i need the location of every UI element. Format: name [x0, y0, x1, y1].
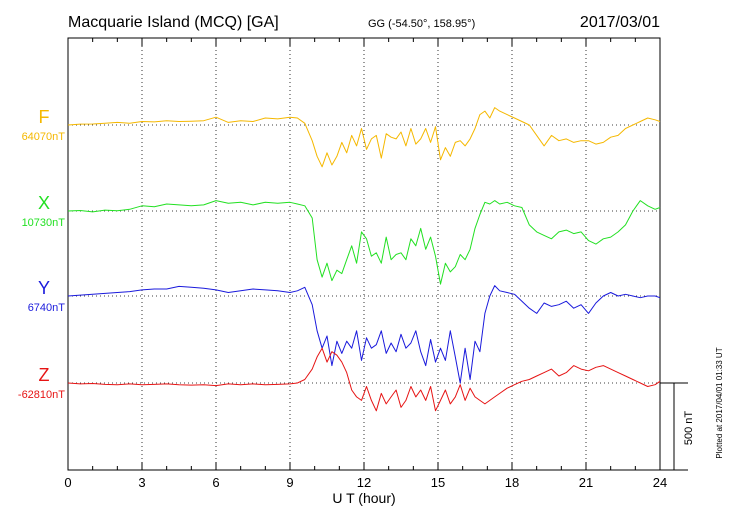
channel-letter-f: F: [39, 107, 50, 127]
channel-baselines: [68, 124, 660, 384]
series-line-f: [67, 107, 661, 168]
date-label: 2017/03/01: [580, 14, 660, 31]
x-tick-label: 12: [357, 475, 371, 490]
x-axis-label: U T (hour): [332, 490, 395, 506]
channel-baseline-f: 64070nT: [22, 131, 66, 143]
channel-baseline-z: -62810nT: [18, 389, 65, 401]
station-title: Macquarie Island (MCQ) [GA]: [68, 14, 279, 31]
series-line-x: [67, 200, 661, 285]
series-traces: [67, 107, 661, 412]
channel-labels: F 64070nT X 10730nT Y 6740nT Z -62810nT: [18, 107, 65, 401]
coordinates-label: GG (-54.50°, 158.95°): [368, 18, 475, 30]
channel-baseline-x: 10730nT: [22, 217, 66, 229]
x-tick-label: 6: [212, 475, 219, 490]
x-tick-label: 21: [579, 475, 593, 490]
channel-letter-y: Y: [38, 278, 50, 298]
series-line-z: [67, 347, 661, 412]
x-tick-label: 24: [653, 475, 667, 490]
plotted-timestamp: Plotted at 2017/04/01 01:33 UT: [715, 347, 724, 458]
channel-baseline-y: 6740nT: [28, 302, 66, 314]
x-tick-label: 15: [431, 475, 445, 490]
channel-letter-z: Z: [39, 365, 50, 385]
scale-bar: [660, 382, 688, 471]
x-tick-label: 0: [64, 475, 71, 490]
channel-letter-x: X: [38, 193, 50, 213]
x-tick-label: 3: [138, 475, 145, 490]
x-tick-label: 18: [505, 475, 519, 490]
scale-bar-label: 500 nT: [683, 411, 695, 446]
grid-lines: [141, 38, 587, 470]
x-ticks: 0 3 6 9 12 15 18 21 24: [64, 38, 667, 490]
x-tick-label: 9: [286, 475, 293, 490]
series-line-y: [67, 285, 661, 384]
